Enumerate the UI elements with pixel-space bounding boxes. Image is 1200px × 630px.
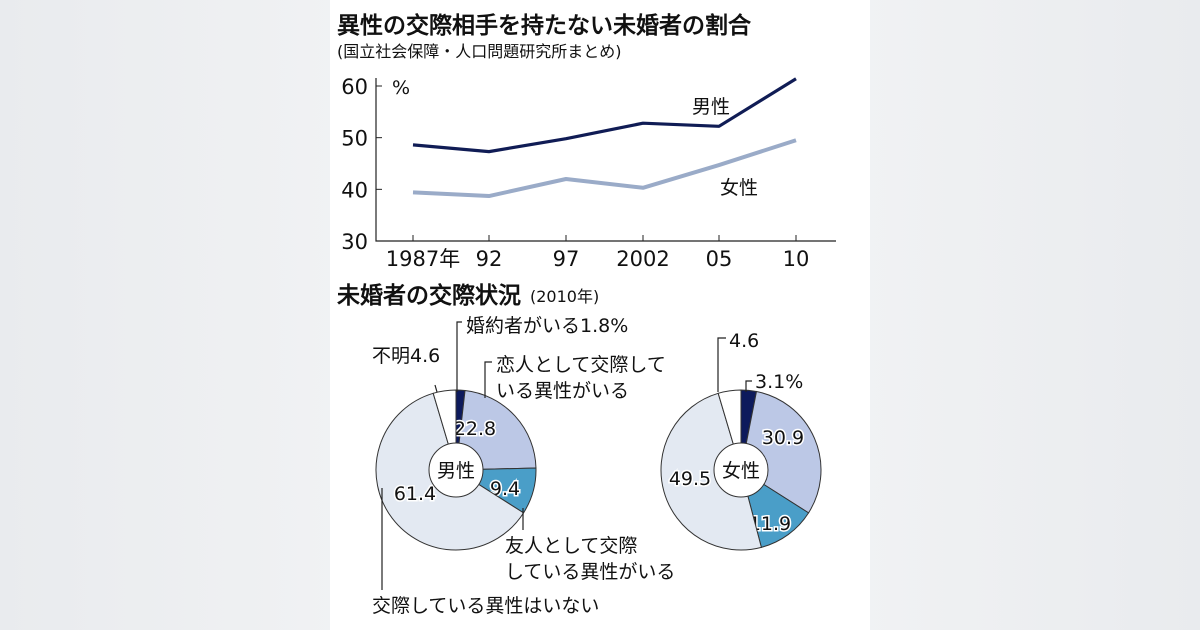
label-lover-line2: いる異性がいる xyxy=(496,380,629,402)
label-none: 交際している異性はいない xyxy=(372,595,599,617)
pie-center-label: 男性 xyxy=(437,460,475,482)
label-friend-line2: している異性がいる xyxy=(505,561,675,583)
series-label-female: 女性 xyxy=(720,177,758,199)
slice-value-label: 61.4 xyxy=(394,483,436,505)
pie-center-label: 女性 xyxy=(722,460,760,482)
axes xyxy=(375,78,836,242)
pie-slice-male xyxy=(455,389,537,471)
label-lover-line1: 恋人として交際して xyxy=(496,354,666,376)
y-tick-label: 30 xyxy=(341,230,368,254)
series-label-male: 男性 xyxy=(692,96,730,118)
slice-value-label: 22.8 xyxy=(454,418,496,440)
x-tick-label: 05 xyxy=(706,247,733,271)
y-tick-label: 60 xyxy=(341,75,368,99)
pie-section-note: (2010年) xyxy=(530,287,599,306)
pie-section-title: 未婚者の交際状況 xyxy=(337,282,521,309)
female-label-unknown: 4.6 xyxy=(729,330,759,352)
x-tick-label: 97 xyxy=(553,247,580,271)
slice-value-label: 30.9 xyxy=(762,427,804,449)
pie-center xyxy=(428,442,484,498)
series-line-female xyxy=(412,138,797,199)
pie-center xyxy=(713,442,769,498)
label-engaged: 婚約者がいる1.8% xyxy=(466,315,628,337)
x-tick-label: 92 xyxy=(476,247,503,271)
line-chart-subtitle: (国立社会保障・人口問題研究所まとめ) xyxy=(337,42,622,61)
y-tick-label: 50 xyxy=(341,127,368,151)
pie-slice-female xyxy=(660,392,762,551)
slice-value-label: 49.5 xyxy=(669,468,711,490)
female-label-engaged: 3.1% xyxy=(755,371,803,393)
label-friend-line1: 友人として交際 xyxy=(505,535,637,557)
slice-value-label: 9.4 xyxy=(490,478,520,500)
line-chart-title: 異性の交際相手を持たない未婚者の割合 xyxy=(337,12,752,39)
y-unit-label: % xyxy=(392,77,410,99)
x-tick-label: 10 xyxy=(783,247,810,271)
x-tick-label: 2002 xyxy=(616,247,669,271)
y-tick-label: 40 xyxy=(341,178,368,202)
label-unknown: 不明4.6 xyxy=(372,345,440,367)
series-line-male xyxy=(412,77,797,154)
x-tick-label: 1987年 xyxy=(386,247,460,271)
